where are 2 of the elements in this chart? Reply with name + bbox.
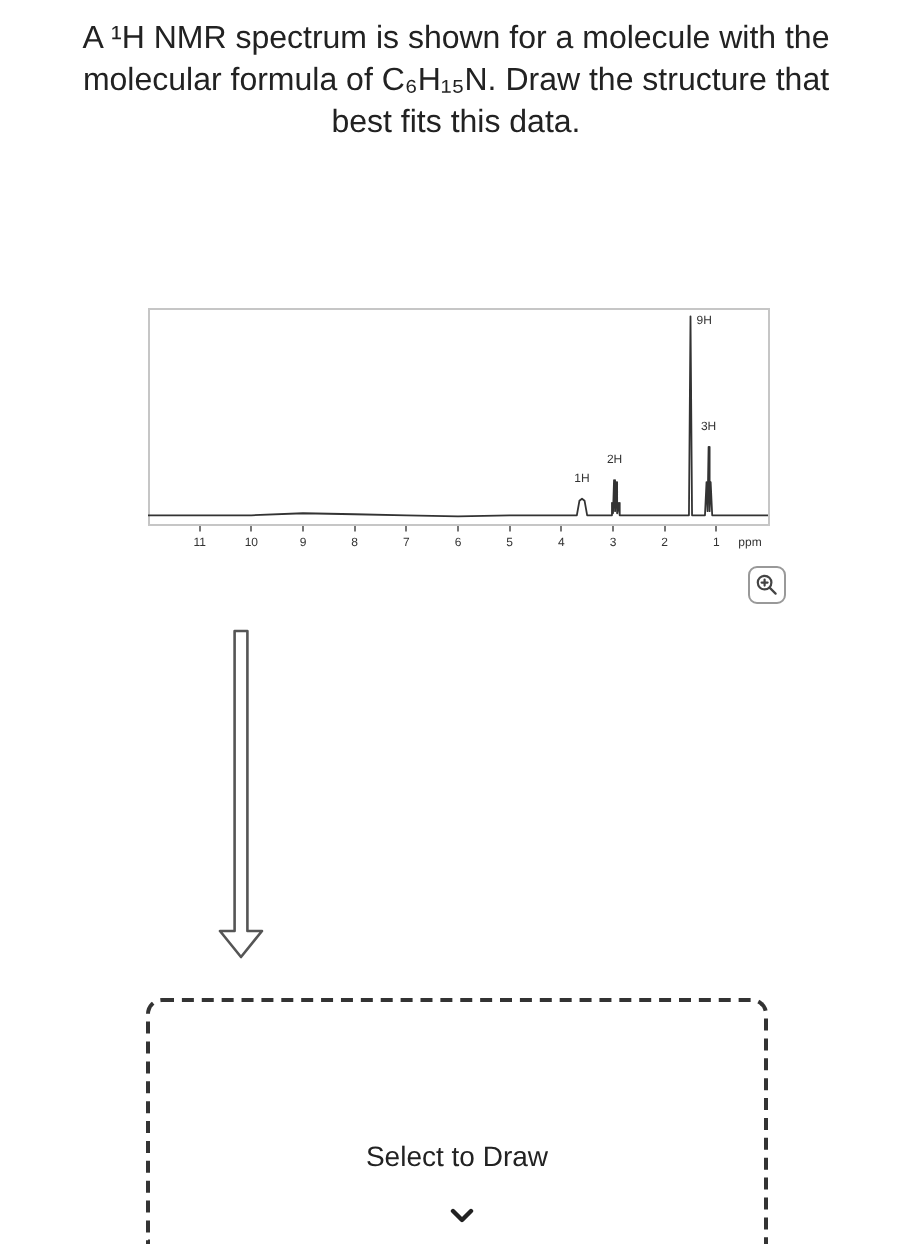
drawing-field: Select to Draw	[146, 998, 768, 1244]
chart-title: A ¹H NMR spectrum is shown for a molecule with the molecular formula of C₆H₁₅N. Draw the structure that best fits this data.	[80, 20, 832, 144]
